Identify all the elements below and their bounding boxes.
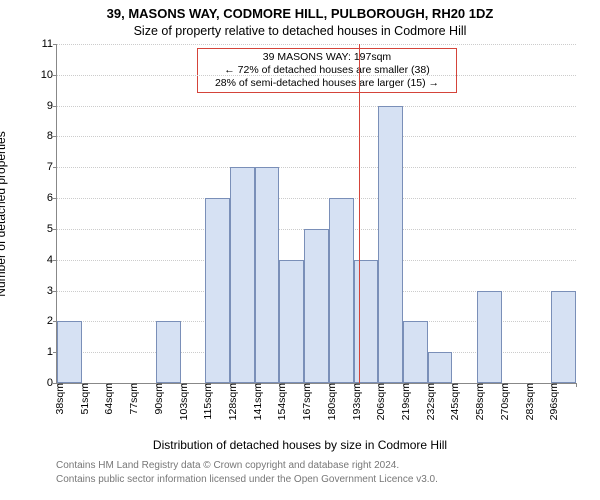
histogram-bar (304, 229, 329, 383)
xtick-label: 77sqm (126, 383, 140, 415)
footer-attribution-2: Contains public sector information licen… (56, 474, 438, 485)
histogram-bar (230, 167, 255, 383)
ytick-label: 5 (33, 223, 53, 235)
callout-line-3: 28% of semi-detached houses are larger (… (204, 77, 450, 90)
xtick-label: 90sqm (151, 383, 165, 415)
histogram-bar (329, 198, 354, 383)
ytick-mark (53, 136, 57, 137)
highlight-vline (359, 44, 360, 383)
ytick-mark (53, 106, 57, 107)
histogram-bar (279, 260, 304, 383)
xtick-label: 283sqm (522, 383, 536, 420)
xtick-label: 154sqm (274, 383, 288, 420)
xtick-label: 219sqm (398, 383, 412, 420)
xtick-label: 141sqm (250, 383, 264, 420)
gridline-h (57, 44, 576, 45)
histogram-bar (378, 106, 403, 383)
ytick-label: 3 (33, 285, 53, 297)
chart-title-address: 39, MASONS WAY, CODMORE HILL, PULBOROUGH… (0, 6, 600, 21)
ytick-mark (53, 229, 57, 230)
xtick-label: 167sqm (299, 383, 313, 420)
ytick-label: 7 (33, 161, 53, 173)
ytick-label: 4 (33, 254, 53, 266)
ytick-label: 0 (33, 377, 53, 389)
histogram-bar (477, 291, 502, 383)
gridline-h (57, 167, 576, 168)
y-axis-label: Number of detached properties (0, 131, 8, 296)
xtick-label: 38sqm (52, 383, 66, 415)
histogram-bar (57, 321, 82, 383)
xtick-label: 128sqm (225, 383, 239, 420)
xtick-label: 270sqm (497, 383, 511, 420)
xtick-label: 206sqm (373, 383, 387, 420)
histogram-bar (551, 291, 576, 383)
highlight-callout: 39 MASONS WAY: 197sqm ← 72% of detached … (197, 48, 457, 93)
ytick-label: 6 (33, 192, 53, 204)
gridline-h (57, 106, 576, 107)
ytick-label: 2 (33, 315, 53, 327)
ytick-mark (53, 260, 57, 261)
gridline-h (57, 136, 576, 137)
xtick-label: 296sqm (546, 383, 560, 420)
histogram-bar (354, 260, 379, 383)
ytick-mark (53, 167, 57, 168)
histogram-bar (428, 352, 453, 383)
histogram-bar (255, 167, 280, 383)
xtick-label: 115sqm (200, 383, 214, 420)
xtick-label: 258sqm (472, 383, 486, 420)
ytick-mark (53, 198, 57, 199)
ytick-label: 8 (33, 130, 53, 142)
ytick-mark (53, 75, 57, 76)
histogram-bar (205, 198, 230, 383)
xtick-label: 64sqm (101, 383, 115, 415)
xtick-label: 103sqm (176, 383, 190, 420)
xtick-mark (576, 383, 577, 387)
xtick-label: 232sqm (423, 383, 437, 420)
ytick-label: 1 (33, 346, 53, 358)
gridline-h (57, 75, 576, 76)
xtick-label: 51sqm (77, 383, 91, 415)
histogram-bar (156, 321, 181, 383)
ytick-mark (53, 291, 57, 292)
chart-plot-area: 39 MASONS WAY: 197sqm ← 72% of detached … (56, 44, 576, 384)
callout-line-1: 39 MASONS WAY: 197sqm (204, 51, 450, 64)
xtick-label: 180sqm (324, 383, 338, 420)
x-axis-label: Distribution of detached houses by size … (0, 438, 600, 452)
ytick-mark (53, 44, 57, 45)
xtick-label: 245sqm (447, 383, 461, 420)
chart-subtitle: Size of property relative to detached ho… (0, 24, 600, 38)
ytick-label: 9 (33, 100, 53, 112)
footer-attribution-1: Contains HM Land Registry data © Crown c… (56, 460, 399, 471)
histogram-bar (403, 321, 428, 383)
ytick-label: 11 (33, 38, 53, 50)
xtick-label: 193sqm (349, 383, 363, 420)
gridline-h (57, 198, 576, 199)
ytick-label: 10 (33, 69, 53, 81)
